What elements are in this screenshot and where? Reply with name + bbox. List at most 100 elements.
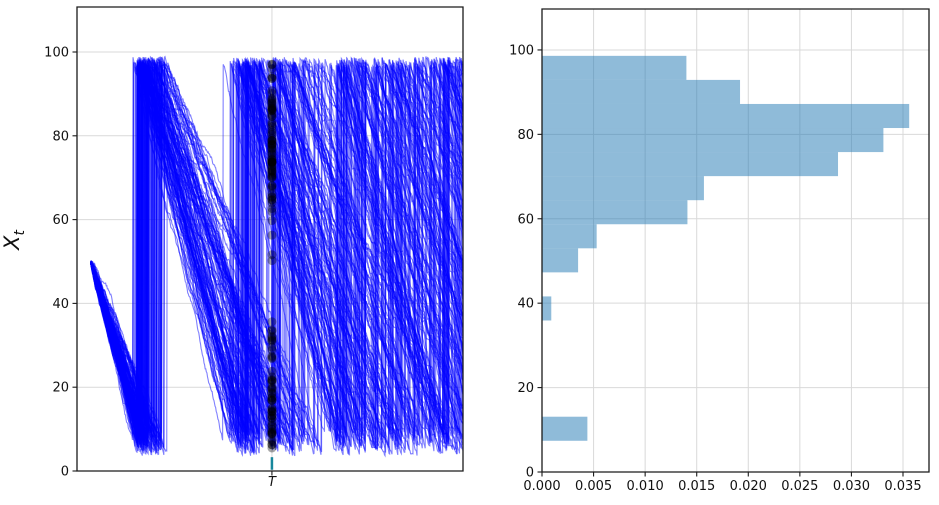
sample-dot — [267, 172, 277, 182]
sample-dot — [267, 103, 277, 113]
svg-text:60: 60 — [52, 213, 69, 228]
sample-dot — [267, 413, 277, 423]
sample-dot — [267, 166, 277, 176]
sample-dot — [267, 375, 277, 385]
sample-dot — [267, 158, 277, 168]
histogram-bar — [542, 55, 687, 80]
trajectory-line — [90, 57, 464, 446]
trajectory-line — [89, 59, 464, 447]
svg-text:100: 100 — [509, 43, 534, 58]
sample-dot — [267, 161, 277, 171]
sample-dot — [267, 377, 277, 387]
histogram-bar — [542, 103, 910, 129]
trajectory-line — [90, 59, 464, 455]
sample-dot — [267, 117, 277, 127]
sample-dot — [267, 128, 277, 138]
sample-dot — [267, 437, 277, 447]
sample-dot — [267, 157, 277, 167]
trajectory-line — [89, 56, 464, 455]
sample-dot — [267, 165, 277, 175]
y-axis-label: Xt — [0, 230, 28, 250]
sample-dot — [267, 111, 277, 121]
sample-dot — [267, 396, 277, 406]
x-tick-label-T: T — [268, 475, 276, 490]
sample-dot — [267, 382, 277, 392]
sample-dot — [267, 395, 277, 405]
trajectory-line — [90, 61, 464, 447]
sample-dot — [267, 395, 277, 405]
sample-dot — [267, 122, 277, 132]
sample-dot — [267, 404, 277, 414]
sample-dot — [267, 157, 277, 167]
sample-dot — [267, 393, 277, 403]
sample-dot — [267, 143, 277, 153]
sample-dot — [267, 250, 277, 260]
sample-dot — [267, 163, 277, 173]
sample-dot — [267, 427, 277, 437]
svg-text:40: 40 — [52, 297, 69, 312]
svg-text:0.005: 0.005 — [575, 479, 612, 494]
histogram-bar — [542, 128, 884, 153]
sample-dot — [267, 336, 277, 346]
sample-dot — [267, 133, 277, 143]
svg-text:60: 60 — [517, 212, 534, 227]
sample-dot — [267, 417, 277, 427]
sample-dot — [267, 140, 277, 150]
sample-dot — [267, 192, 277, 202]
svg-text:100: 100 — [44, 46, 69, 61]
svg-text:80: 80 — [517, 128, 534, 143]
sample-dot — [267, 105, 277, 115]
sample-dot — [267, 428, 277, 438]
histogram-bar — [542, 79, 741, 104]
sample-dot — [267, 342, 277, 352]
sample-dot — [267, 435, 277, 445]
sample-dot — [267, 353, 277, 363]
svg-text:0.030: 0.030 — [833, 479, 870, 494]
sample-dot — [267, 143, 277, 153]
sample-dot — [267, 204, 277, 214]
histogram-bar — [542, 248, 579, 273]
sample-dot — [267, 136, 277, 146]
histogram-bar — [542, 416, 588, 441]
sample-dot — [267, 440, 277, 450]
sample-dot — [267, 181, 277, 191]
histogram-bar — [542, 200, 688, 225]
svg-text:20: 20 — [52, 381, 69, 396]
sample-dot — [267, 99, 277, 109]
sample-dot — [267, 145, 277, 155]
right-plot-axes: 0 20 40 60 80 100 0.000 0.005 0.010 0.015 0.020 0.0… — [509, 8, 930, 494]
sample-dot — [267, 180, 277, 190]
svg-text:0.010: 0.010 — [627, 479, 664, 494]
sample-dot — [267, 216, 277, 226]
sample-dot — [267, 406, 277, 416]
svg-text:40: 40 — [517, 297, 534, 312]
trajectory-line — [90, 58, 464, 455]
sample-dot — [267, 166, 277, 176]
svg-text:0.035: 0.035 — [884, 479, 921, 494]
sample-dot — [267, 130, 277, 140]
sample-dot — [267, 135, 277, 145]
sample-dot — [267, 429, 277, 439]
sample-dot — [267, 332, 277, 342]
sample-dot — [267, 407, 277, 417]
sample-dot — [267, 351, 277, 361]
sample-dot — [267, 139, 277, 149]
sample-dot — [267, 427, 277, 437]
svg-text:0.000: 0.000 — [523, 479, 560, 494]
trajectory-line — [89, 57, 464, 444]
sample-dot — [267, 96, 277, 106]
sample-dot — [267, 334, 277, 344]
sample-dot — [267, 64, 277, 74]
sample-dot — [267, 326, 277, 336]
sample-dot — [267, 125, 277, 135]
svg-text:20: 20 — [517, 381, 534, 396]
sample-dot — [267, 86, 277, 96]
sample-dot — [267, 403, 277, 413]
sample-dot — [267, 138, 277, 148]
svg-text:0: 0 — [61, 465, 69, 480]
sample-dot — [267, 173, 277, 183]
sample-dot — [267, 317, 277, 327]
sample-dot — [267, 429, 277, 439]
sample-dot — [267, 72, 277, 82]
